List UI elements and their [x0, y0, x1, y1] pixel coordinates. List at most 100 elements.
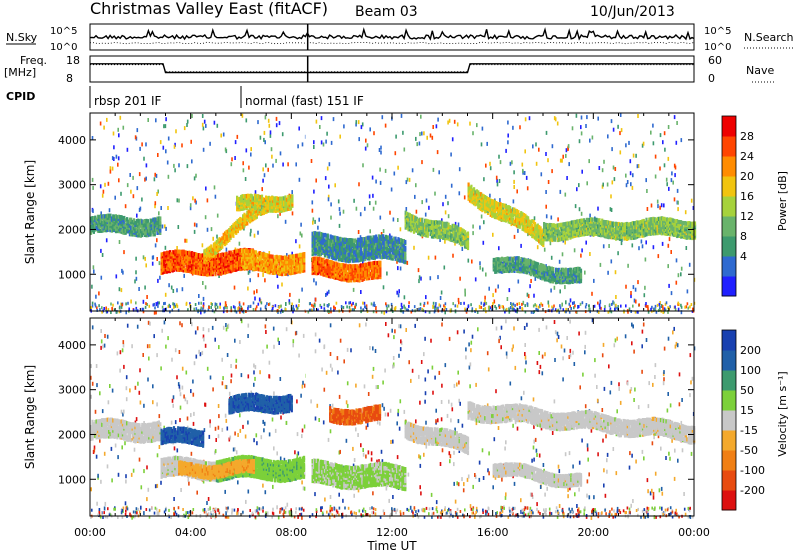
ground-band-cell [385, 304, 388, 308]
noise-cell [165, 226, 167, 231]
echo-cell [332, 266, 335, 271]
echo-cell [408, 217, 411, 222]
noise-cell [209, 141, 211, 146]
echo-cell [272, 198, 275, 203]
echo-cell [297, 263, 300, 268]
echo-cell [312, 249, 316, 255]
echo-cell [161, 252, 165, 257]
noise-cell [384, 123, 387, 128]
echo-cell [224, 239, 227, 244]
echo-cell [144, 219, 147, 224]
echo-cell [314, 251, 317, 256]
ground-band-cell [519, 306, 521, 310]
noise-cell [124, 204, 127, 209]
echo-cell [425, 223, 428, 228]
ground-band-cell [197, 308, 199, 312]
echo-cell [486, 203, 490, 208]
echo-cell [123, 226, 126, 231]
echo-cell [248, 206, 251, 211]
echo-cell [296, 265, 299, 270]
noise-cell [113, 157, 115, 161]
ground-band-cell [512, 302, 515, 306]
noise-cell [559, 289, 561, 294]
noise-cell [262, 167, 264, 172]
ground-band-cell [653, 307, 655, 311]
echo-cell [247, 249, 251, 254]
echo-cell [258, 203, 261, 208]
echo-cell [241, 206, 244, 211]
echo-cell [281, 196, 284, 201]
echo-cell [394, 240, 397, 245]
echo-cell [103, 214, 106, 219]
noise-cell [419, 132, 421, 137]
echo-cell [322, 268, 325, 273]
echo-cell [274, 255, 277, 260]
ground-band-cell [419, 302, 422, 306]
ground-band-cell [584, 305, 587, 309]
noise-cell [105, 238, 108, 243]
noise-cell [254, 190, 257, 195]
noise-cell [145, 263, 147, 268]
ground-band-cell [313, 303, 316, 307]
ground-band-cell [355, 302, 357, 306]
noise-cell [263, 173, 266, 178]
echo-cell [319, 263, 322, 268]
echo-cell [188, 268, 191, 273]
noise-cell [155, 310, 157, 315]
echo-cell [507, 215, 510, 221]
echo-cell [373, 239, 376, 244]
echo-cell [513, 207, 516, 212]
echo-cell [123, 222, 126, 227]
echo-cell [323, 245, 327, 250]
ground-band-cell [433, 305, 436, 309]
echo-cell [354, 264, 357, 269]
noise-cell [685, 246, 688, 250]
echo-cell [98, 222, 101, 228]
noise-cell [444, 239, 446, 244]
echo-cell [321, 240, 324, 245]
echo-cell [181, 249, 184, 254]
noise-cell [167, 174, 170, 179]
echo-cell [346, 264, 349, 269]
echo-cell [188, 265, 191, 270]
noise-cell [257, 273, 260, 278]
echo-cell [341, 248, 345, 253]
noise-cell [461, 247, 464, 251]
echo-cell [503, 209, 506, 214]
ground-band-cell [121, 303, 123, 307]
noise-cell [610, 194, 612, 199]
noise-cell [397, 165, 399, 170]
echo-cell [325, 249, 328, 255]
echo-cell [242, 222, 245, 227]
echo-cell [245, 264, 248, 269]
ground-band-cell [438, 303, 441, 307]
ground-band-cell [174, 304, 177, 308]
echo-cell [462, 229, 465, 234]
echo-cell [346, 258, 349, 263]
echo-cell [377, 251, 381, 256]
echo-cell [289, 257, 292, 262]
noise-cell [557, 217, 559, 222]
echo-cell [275, 263, 278, 268]
echo-cell [314, 270, 317, 276]
echo-cell [493, 202, 496, 207]
echo-cell [312, 233, 316, 238]
noise-cell [447, 214, 450, 219]
echo-cell [153, 227, 156, 232]
echo-cell [365, 244, 368, 249]
ground-band-cell [128, 307, 130, 311]
echo-cell [236, 248, 239, 253]
echo-cell [289, 194, 293, 199]
echo-cell [120, 219, 123, 225]
echo-cell [280, 204, 283, 209]
echo-cell [382, 236, 385, 241]
echo-cell [322, 257, 325, 262]
echo-cell [531, 223, 534, 228]
noise-cell [652, 123, 654, 128]
echo-cell [156, 218, 159, 224]
echo-cell [344, 274, 347, 279]
ground-band-cell [144, 305, 147, 309]
ground-band-cell [168, 303, 171, 307]
echo-cell [219, 242, 223, 247]
noise-cell [566, 176, 568, 180]
